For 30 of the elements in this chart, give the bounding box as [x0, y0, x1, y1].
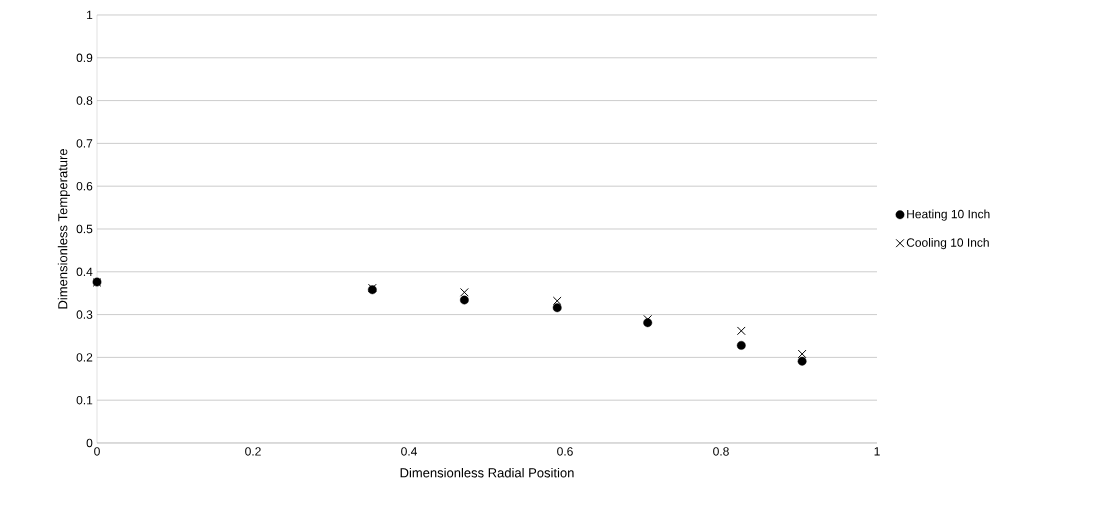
point: [736, 326, 746, 336]
legend-label: Cooling 10 Inch: [906, 237, 989, 250]
point: [736, 341, 746, 350]
point: [643, 314, 653, 324]
legend-label: Heating 10 Inch: [907, 209, 990, 221]
y-tick-label: 1: [87, 10, 93, 20]
point: [552, 303, 562, 313]
x-tick-label: 1: [874, 447, 880, 456]
y-tick-label: 0.2: [76, 353, 93, 362]
y-tick-label: 0: [86, 438, 93, 448]
x-tick-label: 0: [94, 447, 100, 456]
y-tick-label: 0.7: [76, 139, 93, 148]
x-tick-label: 0.2: [245, 447, 261, 456]
y-tick-label: 0.5: [76, 224, 93, 234]
point: [552, 296, 562, 306]
point: [797, 356, 807, 366]
x-tick-label: 0.6: [557, 447, 573, 456]
y-tick-label: 0.9: [76, 53, 93, 63]
x-tick-label: 0.8: [713, 447, 729, 456]
y-tick-label: 0.8: [76, 96, 93, 105]
point: [460, 287, 469, 297]
y-axis-title: Dimensionless Temperature: [57, 149, 70, 309]
y-tick-label: 0.3: [76, 310, 93, 319]
y-tick-label: 0.1: [76, 395, 93, 405]
point: [797, 349, 807, 359]
x-tick-label: 0.4: [401, 447, 418, 456]
y-tick-label: 0.4: [76, 267, 93, 277]
y-tick-label: 0.6: [76, 181, 93, 191]
point: [459, 295, 469, 305]
x-axis-title: Dimensionless Radial Position: [400, 467, 574, 478]
